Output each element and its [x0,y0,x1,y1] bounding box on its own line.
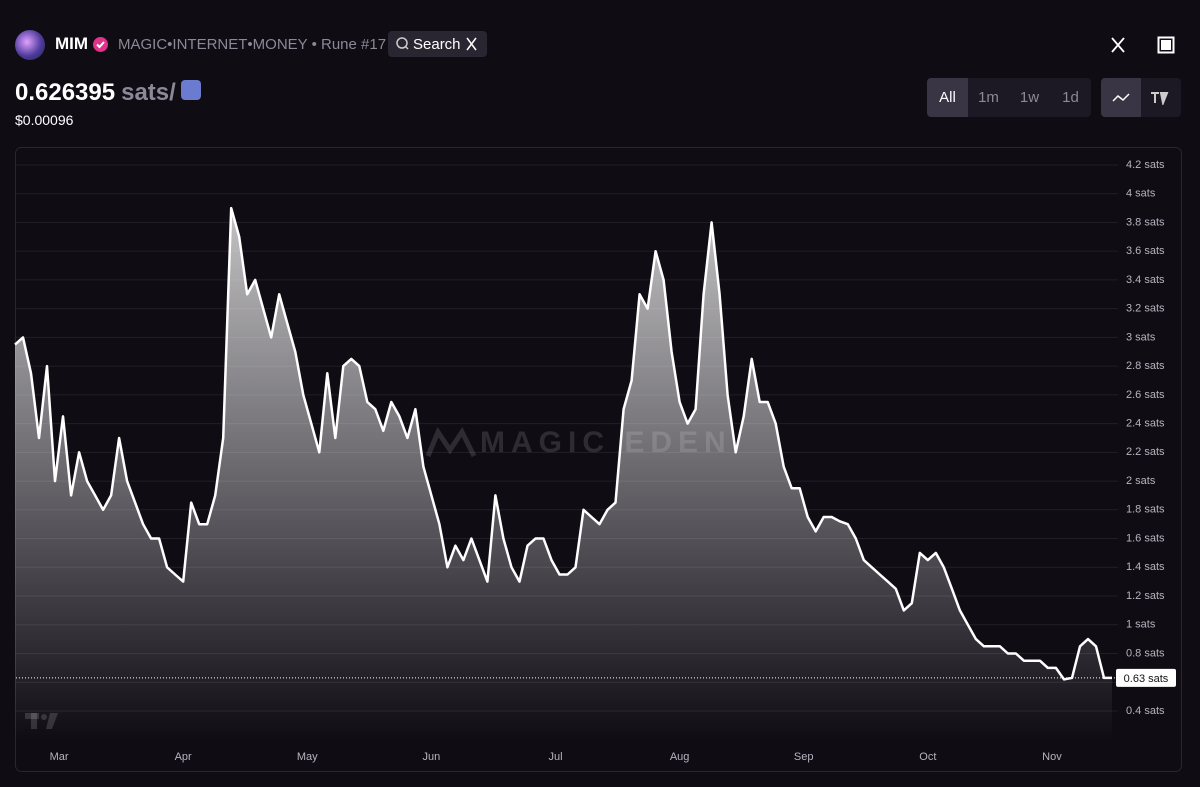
y-tick-label: 4 sats [1126,188,1156,200]
range-button[interactable]: 1m [968,78,1009,117]
price: 0.626395 sats/ [15,79,201,107]
x-tick-label: Mar [50,751,69,763]
range-button[interactable]: All [927,78,968,117]
verified-badge [93,37,108,52]
search-button[interactable]: Search [388,31,487,57]
y-tick-label: 0.4 sats [1126,705,1165,717]
x-tick-label: Jun [423,751,441,763]
x-tick-label: Nov [1042,751,1062,763]
y-tick-label: 3.8 sats [1126,216,1165,228]
y-tick-label: 1.6 sats [1126,532,1165,544]
line-chart-button[interactable] [1101,78,1141,117]
y-tick-label: 3 sats [1126,331,1156,343]
y-tick-label: 1.4 sats [1126,561,1165,573]
x-link[interactable] [1108,35,1128,55]
range-button[interactable]: 1w [1009,78,1050,117]
last-price-label: 0.63 sats [1124,673,1169,685]
y-tick-label: 3.4 sats [1126,274,1165,286]
price-line [14,206,1112,681]
y-tick-label: 2.6 sats [1126,389,1165,401]
x-tick-label: Aug [670,751,690,763]
y-tick-label: 2.4 sats [1126,418,1165,430]
watermark-logo [425,426,477,458]
x-tick-label: Sep [794,751,814,763]
y-tick-label: 0.8 sats [1126,647,1165,659]
last-price-box [1116,668,1176,687]
ticker: MIM [55,34,89,53]
x-icon [465,37,477,51]
x-tick-label: Jul [548,751,562,763]
y-tick-label: 3.2 sats [1126,303,1165,315]
x-tick-label: Apr [175,751,192,763]
y-tick-label: 2.2 sats [1126,446,1165,458]
price-unit: sats/ [121,79,176,106]
wizard-emoji [180,80,201,100]
y-tick-label: 2.8 sats [1126,360,1165,372]
rune-logo [15,30,45,60]
rune-name: MAGIC•INTERNET•MONEY • Rune #17 [118,36,387,53]
search-label: Search [413,35,461,53]
y-tick-label: 1 sats [1126,619,1156,631]
y-tick-label: 4.2 sats [1126,159,1165,171]
x-tick-label: May [297,751,318,763]
x-tick-label: Oct [919,751,936,763]
range-button[interactable]: 1d [1050,78,1091,117]
y-tick-label: 1.2 sats [1126,590,1165,602]
y-tick-label: 3.6 sats [1126,245,1165,257]
y-tick-label: 2 sats [1126,475,1156,487]
y-tick-label: 1.8 sats [1126,504,1165,516]
search-icon [396,37,409,50]
expand-button[interactable] [1156,35,1176,55]
price-value: 0.626395 [15,79,116,106]
area-fill [15,208,1112,740]
candle-chart-button[interactable] [1141,78,1181,117]
price-usd: $0.00096 [15,112,74,128]
